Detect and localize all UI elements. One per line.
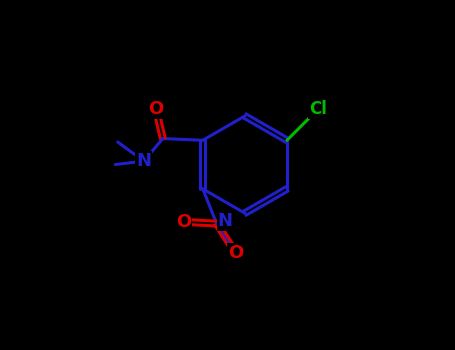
Text: N: N <box>218 212 233 230</box>
Text: O: O <box>148 100 163 118</box>
Text: O: O <box>176 213 191 231</box>
Text: O: O <box>228 244 243 262</box>
Text: Cl: Cl <box>309 100 327 118</box>
Text: N: N <box>136 152 151 170</box>
